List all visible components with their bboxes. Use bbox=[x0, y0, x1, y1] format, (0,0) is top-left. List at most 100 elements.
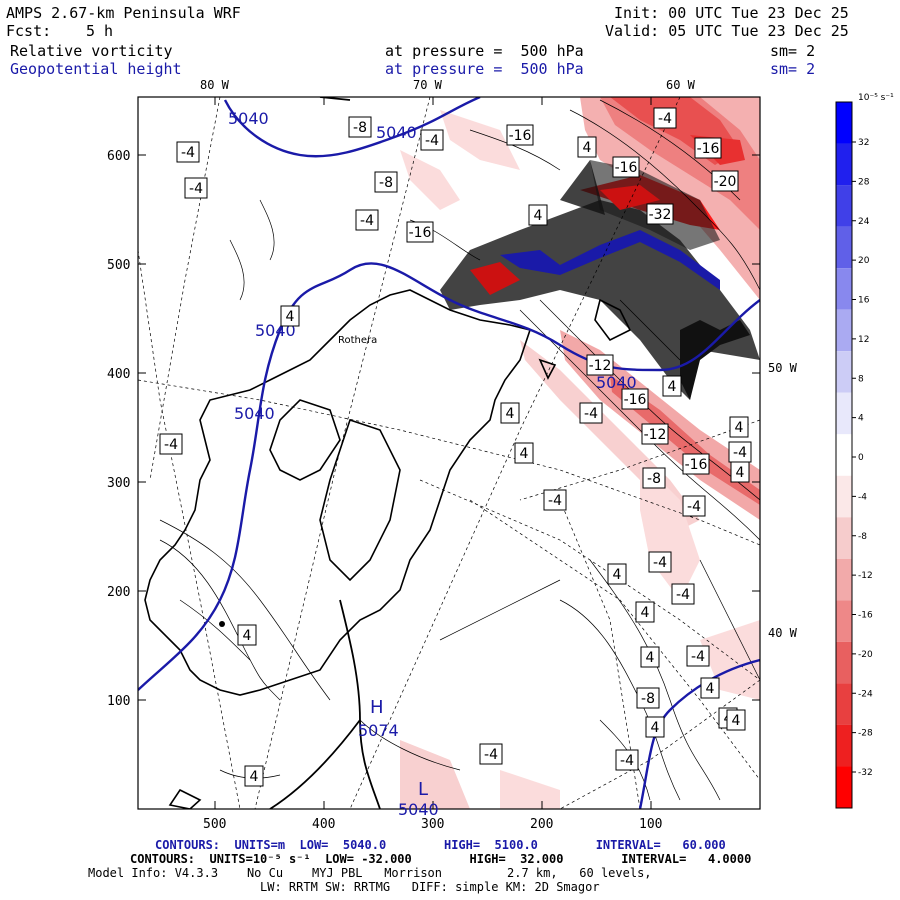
vorticity-label: -16 bbox=[682, 453, 710, 475]
colorbar-tick-label: -20 bbox=[858, 650, 873, 660]
high-label: H bbox=[370, 697, 384, 718]
vorticity-label: -4 bbox=[355, 209, 379, 231]
y-tick-label: 600 bbox=[107, 149, 130, 164]
vorticity-label: -4 bbox=[686, 645, 710, 667]
vorticity-label: -12 bbox=[641, 423, 669, 445]
vorticity-label: -16 bbox=[621, 388, 649, 410]
vorticity-label: -4 bbox=[176, 141, 200, 163]
svg-text:4: 4 bbox=[534, 208, 543, 224]
model-title: AMPS 2.67-km Peninsula WRF bbox=[6, 4, 241, 22]
place-label-marambio: Marambio bbox=[455, 222, 505, 233]
svg-text:-8: -8 bbox=[641, 691, 655, 707]
y-axis-tick-labels: 600 500 400 300 200 100 bbox=[107, 149, 130, 709]
footer-physics: LW: RRTM SW: RRTMG DIFF: simple KM: 2D S… bbox=[260, 880, 600, 894]
svg-text:-8: -8 bbox=[353, 120, 367, 136]
x-tick-label: 200 bbox=[530, 817, 553, 832]
svg-text:4: 4 bbox=[243, 628, 252, 644]
x-axis-ticks bbox=[214, 97, 652, 809]
vorticity-label: -32 bbox=[646, 203, 674, 225]
colorbar-tick-label: 0 bbox=[858, 453, 864, 463]
colorbar-units: 10⁻⁵ s⁻¹ bbox=[858, 93, 894, 103]
svg-text:4: 4 bbox=[646, 650, 655, 666]
vorticity-label: 4 bbox=[528, 204, 548, 226]
svg-text:4: 4 bbox=[286, 309, 295, 325]
forecast-value: 5 h bbox=[86, 22, 114, 40]
colorbar-swatch bbox=[836, 185, 852, 227]
svg-text:-16: -16 bbox=[624, 392, 647, 408]
svg-text:-4: -4 bbox=[658, 111, 672, 127]
svg-text:-16: -16 bbox=[697, 141, 720, 157]
svg-text:4: 4 bbox=[706, 681, 715, 697]
svg-text:-16: -16 bbox=[409, 225, 432, 241]
colorbar-tick-label: -28 bbox=[858, 729, 873, 739]
svg-text:-4: -4 bbox=[181, 145, 195, 161]
svg-text:-4: -4 bbox=[164, 437, 178, 453]
forecast-label: Fcst: bbox=[6, 22, 52, 40]
vorticity-label: -4 bbox=[184, 177, 208, 199]
vorticity-label: -20 bbox=[711, 170, 739, 192]
svg-text:4: 4 bbox=[583, 140, 592, 156]
vorticity-label: 4 bbox=[730, 461, 750, 483]
vorticity-label: -16 bbox=[612, 156, 640, 178]
colorbar-swatch bbox=[836, 683, 852, 725]
lon-label-50w: 50 W bbox=[768, 361, 798, 375]
colorbar-tick-label: 8 bbox=[858, 374, 864, 384]
colorbar-tick-label: 24 bbox=[858, 217, 870, 227]
colorbar-swatch bbox=[836, 268, 852, 310]
low-label: L bbox=[418, 779, 428, 800]
height-label: 5040 bbox=[228, 109, 269, 128]
svg-text:4: 4 bbox=[651, 720, 660, 736]
svg-text:4: 4 bbox=[736, 465, 745, 481]
colorbar-frame bbox=[835, 101, 853, 809]
footer-vorticity-contours: CONTOURS: UNITS=10⁻⁵ s⁻¹ LOW= -32.000 HI… bbox=[130, 852, 752, 866]
vorticity-label: 4 bbox=[607, 563, 627, 585]
y-tick-label: 200 bbox=[107, 585, 130, 600]
height-5100-contour bbox=[269, 97, 381, 809]
y-tick-label: 400 bbox=[107, 367, 130, 382]
svg-text:-4: -4 bbox=[360, 213, 374, 229]
vorticity-label: 4 bbox=[635, 601, 655, 623]
colorbar-swatch bbox=[836, 558, 852, 601]
colorbar-tick-label: 16 bbox=[858, 296, 870, 306]
field1-smoothing: sm= 2 bbox=[770, 42, 816, 60]
colorbar-tick-label: 20 bbox=[858, 256, 870, 266]
vorticity-label: 4 bbox=[244, 765, 264, 787]
vorticity-label: -16 bbox=[506, 124, 534, 146]
vorticity-label: -8 bbox=[374, 171, 398, 193]
svg-text:-4: -4 bbox=[676, 587, 690, 603]
vorticity-label: -4 bbox=[159, 433, 183, 455]
colorbar-tick-label: 12 bbox=[858, 335, 869, 345]
svg-text:-4: -4 bbox=[733, 445, 747, 461]
height-label: 5040 bbox=[234, 404, 275, 423]
x-tick-label: 400 bbox=[312, 817, 335, 832]
x-axis-tick-labels: 500 400 300 200 100 bbox=[203, 817, 662, 832]
svg-text:-4: -4 bbox=[687, 499, 701, 515]
field1-name: Relative vorticity bbox=[10, 42, 173, 60]
vorticity-label: 4 bbox=[280, 305, 300, 327]
map-frame bbox=[137, 96, 761, 810]
vorticity-label: 4 bbox=[726, 709, 746, 731]
vorticity-label: -4 bbox=[615, 749, 639, 771]
colorbar-swatch bbox=[836, 102, 852, 144]
y-axis-ticks bbox=[138, 154, 760, 701]
vorticity-label: 4 bbox=[662, 375, 682, 397]
svg-text:-8: -8 bbox=[379, 175, 393, 191]
station-marker bbox=[219, 621, 225, 627]
colorbar-swatch bbox=[836, 600, 852, 642]
place-label-rothera: Rothera bbox=[338, 335, 377, 346]
valid-time: Valid: 05 UTC Tue 23 Dec 25 bbox=[605, 22, 849, 40]
lon-label-70w: 70 W bbox=[413, 78, 443, 92]
svg-text:-32: -32 bbox=[649, 207, 672, 223]
y-tick-label: 500 bbox=[107, 258, 130, 273]
svg-text:-12: -12 bbox=[644, 427, 667, 443]
colorbar: 32 28 24 20 16 12 8 4 0 -4 -8 -12 -16 -20 -24 -28 -32 bbox=[835, 101, 873, 809]
vorticity-label: 4 bbox=[237, 624, 257, 646]
vorticity-label: 4 bbox=[700, 677, 720, 699]
lon-label-80w: 80 W bbox=[200, 78, 230, 92]
geopotential-height-contours bbox=[138, 97, 760, 809]
vorticity-label: -8 bbox=[348, 116, 372, 138]
field2-level: at pressure = 500 hPa bbox=[385, 60, 584, 78]
vorticity-label: -16 bbox=[406, 221, 434, 243]
vorticity-label: -8 bbox=[642, 467, 666, 489]
vorticity-label: -4 bbox=[648, 551, 672, 573]
